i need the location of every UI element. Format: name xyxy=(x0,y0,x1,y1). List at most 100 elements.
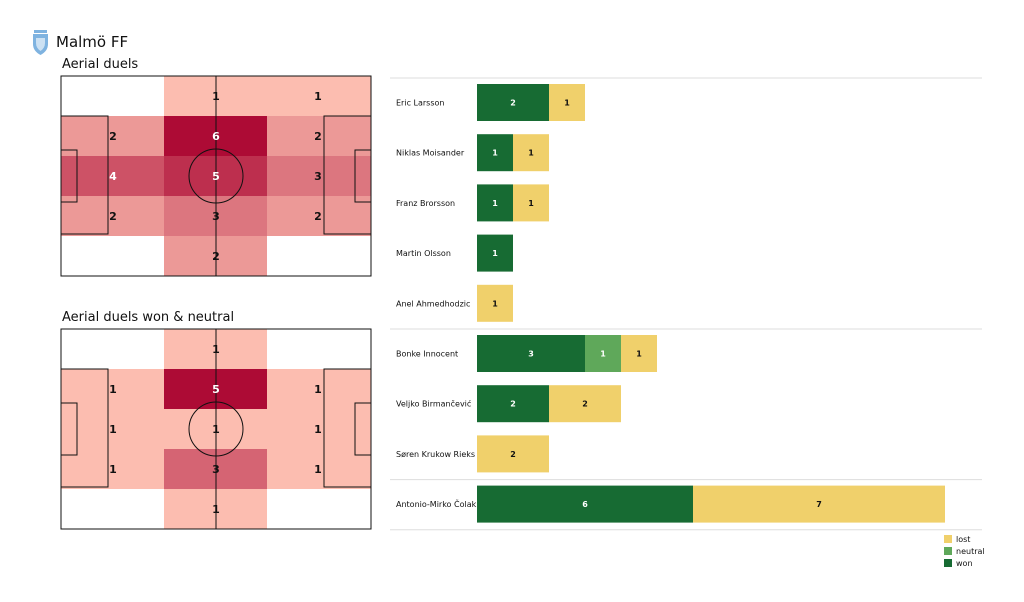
player-name: Bonke Innocent xyxy=(396,350,458,359)
heatmap-cell xyxy=(61,369,164,409)
heatmap-cell-value: 1 xyxy=(212,503,220,516)
aerial-duels-title: Aerial duels xyxy=(62,57,139,72)
bar-value-label: 1 xyxy=(492,299,498,308)
heatmap-cell-value: 2 xyxy=(314,210,322,223)
heatmap-cell xyxy=(61,116,164,156)
heatmap-cell xyxy=(267,196,371,236)
heatmap-cell-value: 3 xyxy=(212,463,220,476)
bar-value-label: 1 xyxy=(564,99,570,108)
heatmap-cell-value: 6 xyxy=(212,130,220,143)
heatmap-cell-value: 2 xyxy=(314,130,322,143)
heatmap-cell xyxy=(267,449,371,489)
heatmap-cell xyxy=(267,116,371,156)
left-six-yard-box xyxy=(60,402,78,456)
heatmap-cell-value: 1 xyxy=(109,423,117,436)
legend-swatch xyxy=(944,535,952,543)
heatmap-cell-value: 1 xyxy=(314,90,322,103)
heatmap-cell-value: 1 xyxy=(212,423,220,436)
player-name: Søren Krukow Rieks xyxy=(396,450,475,459)
legend-label: neutral xyxy=(956,546,985,556)
legend-swatch xyxy=(944,559,952,567)
bar-value-label: 1 xyxy=(600,350,606,359)
player-name: Martin Olsson xyxy=(396,249,451,258)
aerial-duels-won-neutral-title: Aerial duels won & neutral xyxy=(62,310,235,325)
bar-segment-won xyxy=(477,84,549,121)
heatmap-cell xyxy=(61,156,164,196)
heatmap-cell-value: 1 xyxy=(314,423,322,436)
heatmap-cell xyxy=(267,369,371,409)
player-name: Veljko Birmančević xyxy=(396,399,471,409)
bar-segment-lost xyxy=(549,385,621,423)
team-name: Malmö FF xyxy=(56,33,129,51)
heatmap-cell-value: 5 xyxy=(212,170,220,183)
bar-segment-lost xyxy=(477,435,549,473)
bar-value-label: 2 xyxy=(510,450,516,459)
centre-circle xyxy=(188,148,244,204)
player-name: Eric Larsson xyxy=(396,99,444,108)
legend-item-lost: lost xyxy=(944,533,985,545)
heatmap-cell-value: 5 xyxy=(212,383,220,396)
bar-segment-lost xyxy=(621,335,657,372)
heatmap-cell-value: 1 xyxy=(109,383,117,396)
player-name: Antonio-Mirko Čolak xyxy=(396,498,477,509)
bar-value-label: 2 xyxy=(510,99,516,108)
right-six-yard-box xyxy=(354,149,372,203)
aerial-duels-won-neutral-heatmap: 1 1 5 1 1 1 1 1 3 1 1 xyxy=(60,328,372,530)
heatmap-cell xyxy=(61,409,164,449)
bar-segment-won xyxy=(477,335,585,372)
heatmap-cell xyxy=(267,156,371,196)
bar-value-label: 1 xyxy=(528,149,534,158)
heatmap-cell-value: 2 xyxy=(109,210,117,223)
heatmap-cell-value: 3 xyxy=(212,210,220,223)
heatmap-cell-value: 3 xyxy=(314,170,322,183)
bar-segment-lost xyxy=(549,84,585,121)
bar-segment-won xyxy=(477,234,513,272)
legend-item-won: won xyxy=(944,557,985,569)
heatmap-cell-value: 4 xyxy=(109,170,117,183)
bar-value-label: 3 xyxy=(528,350,534,359)
bar-segment-lost xyxy=(477,284,513,322)
legend-label: lost xyxy=(956,534,971,544)
bar-value-label: 7 xyxy=(816,500,822,509)
bar-segment-won xyxy=(477,184,513,222)
heatmap-cell xyxy=(61,449,164,489)
legend: lost neutral won xyxy=(944,533,985,569)
legend-item-neutral: neutral xyxy=(944,545,985,557)
bar-segment-lost xyxy=(513,184,549,222)
bar-segment-won xyxy=(477,134,513,172)
bar-segment-won xyxy=(477,385,549,423)
left-six-yard-box xyxy=(60,149,78,203)
player-name: Niklas Moisander xyxy=(396,149,465,158)
legend-swatch xyxy=(944,547,952,555)
bar-value-label: 1 xyxy=(492,199,498,208)
bar-segment-lost xyxy=(513,134,549,172)
bar-segment-lost xyxy=(693,485,945,523)
bar-value-label: 1 xyxy=(492,149,498,158)
bar-value-label: 2 xyxy=(510,400,516,409)
bar-segment-won xyxy=(477,485,693,523)
centre-circle xyxy=(188,401,244,457)
heatmap-cell-value: 1 xyxy=(109,463,117,476)
heatmap-cell-value: 1 xyxy=(314,383,322,396)
player-aerial-duels-bar-chart: Eric Larsson 2 1 Niklas Moisander 1 1 Franz Br… xyxy=(390,77,982,531)
bar-value-label: 1 xyxy=(636,350,642,359)
bar-value-label: 2 xyxy=(582,400,588,409)
heatmap-cell xyxy=(267,76,371,116)
bar-segment-neutral xyxy=(585,335,621,372)
malmo-ff-crest-icon xyxy=(33,30,48,55)
heatmap-cell-value: 1 xyxy=(314,463,322,476)
bar-value-label: 6 xyxy=(582,500,588,509)
right-six-yard-box xyxy=(354,402,372,456)
aerial-duels-heatmap: 1 1 2 6 2 4 5 3 2 3 2 2 xyxy=(60,75,372,277)
player-name: Franz Brorsson xyxy=(396,199,455,208)
heatmap-cell-value: 2 xyxy=(109,130,117,143)
bar-value-label: 1 xyxy=(492,249,498,258)
heatmap-cell xyxy=(267,409,371,449)
heatmap-cell xyxy=(61,196,164,236)
heatmap-cell-value: 1 xyxy=(212,90,220,103)
heatmap-cell-value: 2 xyxy=(212,250,220,263)
bar-value-label: 1 xyxy=(528,199,534,208)
heatmap-cell-value: 1 xyxy=(212,343,220,356)
legend-label: won xyxy=(956,558,973,568)
player-name: Anel Ahmedhodzic xyxy=(396,299,470,308)
